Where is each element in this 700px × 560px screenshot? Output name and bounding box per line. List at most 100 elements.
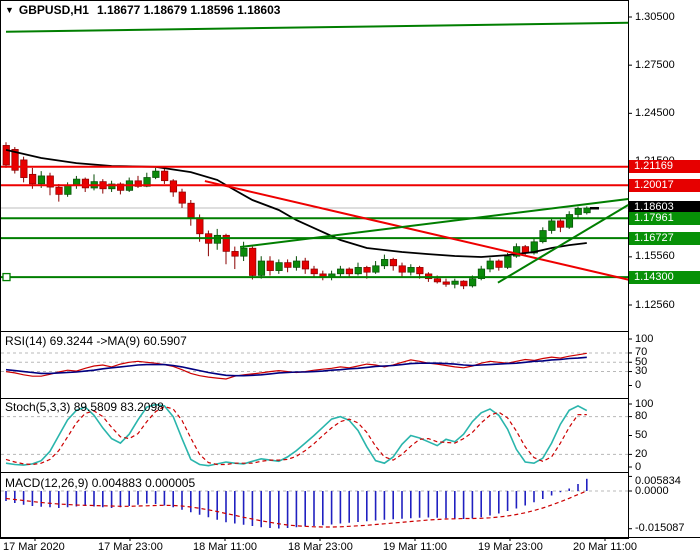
macd-signal-line bbox=[5, 490, 588, 528]
candle-body bbox=[398, 265, 406, 273]
chart-title: ▼ GBPUSD,H1 1.18677 1.18679 1.18596 1.1860… bbox=[5, 3, 280, 17]
stoch-tick-label: 0 bbox=[635, 460, 642, 473]
candle-body bbox=[231, 251, 239, 257]
candle-body bbox=[187, 202, 195, 218]
macd-tick-label: 0.005834 bbox=[635, 474, 681, 487]
candle-body bbox=[574, 208, 582, 215]
candle-body bbox=[169, 180, 178, 193]
candle-body bbox=[407, 267, 415, 273]
candle-body bbox=[583, 207, 591, 214]
candle-body bbox=[240, 247, 248, 257]
candle-body bbox=[284, 262, 292, 268]
trend-line bbox=[204, 180, 629, 281]
rsi-tick-label: 70 bbox=[635, 346, 648, 359]
stoch-tick-label: 100 bbox=[635, 397, 654, 410]
candle-body bbox=[477, 268, 486, 279]
candle-body bbox=[495, 260, 503, 268]
price-box-label: 1.14300 bbox=[629, 270, 700, 284]
candle-body bbox=[257, 260, 266, 276]
candle-body bbox=[134, 180, 142, 187]
candle-body bbox=[301, 260, 310, 270]
macd-indicator-label: MACD(12,26,9) 0.004883 0.000005 bbox=[5, 476, 196, 490]
rsi-indicator-label: RSI(14) 69.3244 ->MA(9) 60.5907 bbox=[5, 334, 187, 348]
candle-body bbox=[275, 262, 283, 271]
candle-body bbox=[363, 267, 371, 273]
candle-body bbox=[178, 191, 186, 204]
candle-body bbox=[389, 259, 398, 267]
candle-body bbox=[381, 259, 389, 267]
price-tick-label: 1.12560 bbox=[635, 298, 675, 311]
stoch-indicator-label: Stoch(5,3,3) 89.5809 83.2098 bbox=[5, 400, 164, 414]
candle-body bbox=[565, 214, 574, 228]
candle-body bbox=[143, 177, 151, 187]
price-tick-label: 1.27500 bbox=[635, 58, 675, 71]
candle-body bbox=[46, 175, 54, 188]
candle-body bbox=[81, 178, 90, 189]
candle-body bbox=[293, 260, 301, 268]
candle-body bbox=[504, 255, 512, 268]
candle-body bbox=[442, 281, 450, 285]
candle-body bbox=[345, 268, 354, 275]
stoch-main-line bbox=[5, 403, 588, 467]
rsi-tick-label: 100 bbox=[635, 332, 654, 345]
panel-border bbox=[0, 472, 629, 539]
candle-body bbox=[161, 170, 169, 182]
time-axis[interactable]: 17 Mar 2020 17 Mar 23:00 18 Mar 11:00 18 Ma… bbox=[0, 538, 700, 560]
candle-body bbox=[433, 278, 442, 283]
price-box-label: 1.18603 bbox=[629, 201, 700, 215]
candle-body bbox=[469, 278, 477, 287]
price-tick-label: 1.30500 bbox=[635, 10, 675, 23]
price-axis[interactable]: 1.305001.275001.245001.215001.155601.125… bbox=[629, 0, 700, 538]
candle-body bbox=[213, 234, 222, 244]
candle-body bbox=[108, 183, 116, 190]
candle-body bbox=[11, 149, 19, 171]
price-box-label: 1.16727 bbox=[629, 231, 700, 245]
price-box-label: 1.17961 bbox=[629, 211, 700, 225]
time-tick-label: 17 Mar 2020 bbox=[3, 541, 65, 553]
time-tick-label: 18 Mar 11:00 bbox=[193, 541, 258, 553]
candle-body bbox=[117, 183, 125, 191]
stoch-signal-line bbox=[5, 405, 587, 466]
line-handle bbox=[2, 272, 11, 282]
candle-body bbox=[266, 260, 274, 271]
candle-body bbox=[486, 260, 494, 270]
candle-body bbox=[337, 268, 345, 275]
macd-tick-label: -0.015087 bbox=[635, 522, 685, 535]
price-tick-label: 1.15560 bbox=[635, 250, 675, 263]
candle-body bbox=[249, 247, 257, 276]
trend-line bbox=[239, 198, 629, 249]
candle-body bbox=[29, 173, 37, 185]
time-tick-label: 19 Mar 23:00 bbox=[478, 541, 543, 553]
candle-body bbox=[372, 265, 380, 273]
time-tick-label: 20 Mar 11:00 bbox=[573, 541, 638, 553]
price-tick-label: 1.24500 bbox=[635, 106, 675, 119]
candle-body bbox=[20, 159, 28, 178]
rsi-tick-label: 50 bbox=[635, 355, 648, 368]
candle-body bbox=[310, 268, 318, 275]
stoch-tick-label: 80 bbox=[635, 410, 648, 423]
ohlc-values: 1.18677 1.18679 1.18596 1.18603 bbox=[96, 3, 281, 17]
rsi-tick-label: 30 bbox=[635, 365, 648, 378]
candle-body bbox=[530, 241, 538, 254]
candle-body bbox=[548, 220, 556, 231]
candle-body bbox=[460, 280, 468, 287]
rsi-ma-line bbox=[5, 356, 587, 377]
candle-body bbox=[513, 246, 521, 257]
rsi-tick-label: 0 bbox=[635, 379, 642, 391]
stoch-tick-label: 20 bbox=[635, 447, 648, 460]
candle-body bbox=[152, 170, 160, 178]
rsi-line bbox=[5, 352, 587, 380]
candle-body bbox=[557, 220, 565, 228]
stoch-tick-label: 50 bbox=[635, 429, 648, 441]
time-tick-label: 17 Mar 23:00 bbox=[98, 541, 163, 553]
symbol-dropdown-icon[interactable]: ▼ bbox=[5, 5, 14, 15]
trend-line bbox=[5, 21, 629, 33]
candle-body bbox=[55, 186, 63, 195]
trend-line bbox=[497, 204, 629, 284]
time-tick-label: 18 Mar 23:00 bbox=[288, 541, 353, 553]
symbol-timeframe-label: GBPUSD,H1 bbox=[18, 3, 89, 17]
price-box-label: 1.21169 bbox=[629, 160, 700, 174]
candle-body bbox=[37, 175, 46, 185]
